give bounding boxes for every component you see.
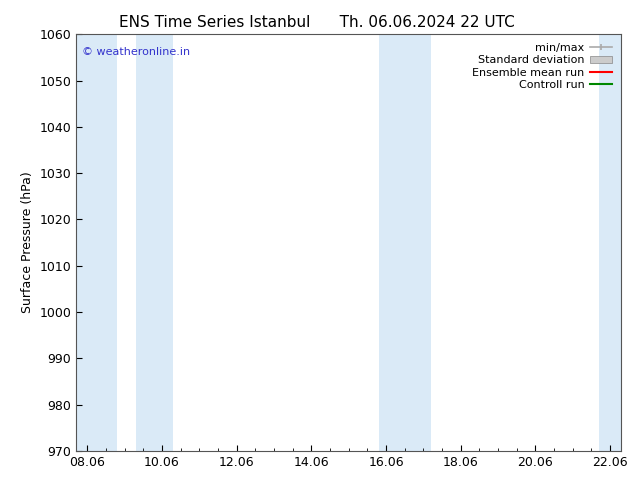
Bar [136,34,173,451]
Bar [378,34,431,451]
Text: © weatheronline.in: © weatheronline.in [82,47,190,57]
Text: ENS Time Series Istanbul      Th. 06.06.2024 22 UTC: ENS Time Series Istanbul Th. 06.06.2024 … [119,15,515,30]
Bar [599,34,621,451]
Bar [76,34,117,451]
Y-axis label: Surface Pressure (hPa): Surface Pressure (hPa) [21,172,34,314]
Legend: min/max, Standard deviation, Ensemble mean run, Controll run: min/max, Standard deviation, Ensemble me… [469,40,616,93]
